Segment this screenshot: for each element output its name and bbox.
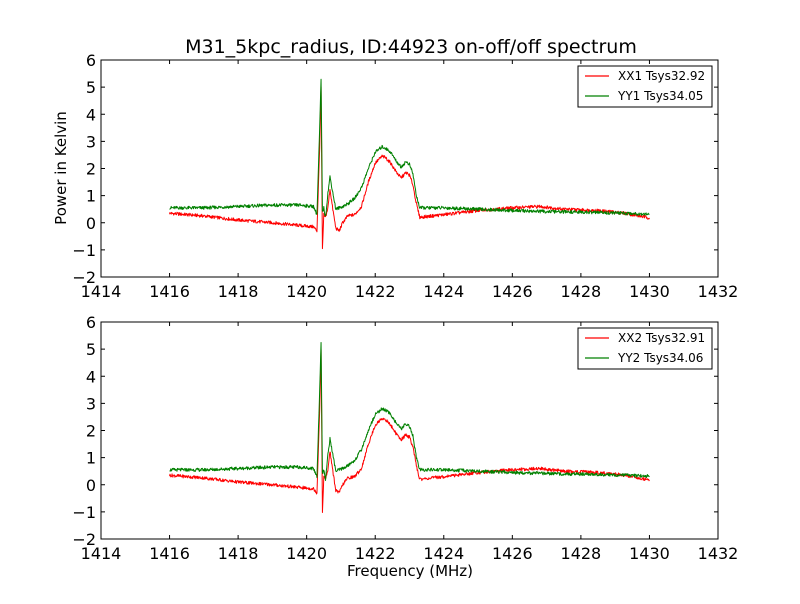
y-tick-label-top: 1 <box>86 187 96 206</box>
legend-label-yy2: YY2 Tsys34.06 <box>617 351 703 365</box>
x-tick-label-top: 1424 <box>423 282 464 301</box>
plot-area-bottom <box>169 342 650 514</box>
x-tick-label-top: 1416 <box>149 282 190 301</box>
x-tick-label-top: 1428 <box>561 282 602 301</box>
x-tick-label-bottom: 1422 <box>355 544 396 563</box>
x-tick-label-top: 1432 <box>698 282 739 301</box>
y-tick-label-top: 4 <box>86 105 96 124</box>
plot-area-top <box>169 78 650 250</box>
y-tick-label-bottom: −1 <box>72 503 96 522</box>
x-tick-label-top: 1420 <box>286 282 327 301</box>
x-tick-label-bottom: 1414 <box>81 544 122 563</box>
chart-title: M31_5kpc_radius, ID:44923 on-off/off spe… <box>185 36 637 58</box>
legend-label-yy1: YY1 Tsys34.05 <box>617 89 703 103</box>
tick-labels-top: 1414 1416 1418 1420 1422 1424 1426 1428 1430 1432… <box>72 51 738 301</box>
x-tick-label-bottom: 1432 <box>698 544 739 563</box>
series-line-xx2 <box>169 349 650 514</box>
top-panel: M31_5kpc_radius, ID:44923 on-off/off spe… <box>52 36 738 301</box>
y-tick-label-top: −2 <box>72 268 96 287</box>
x-tick-label-bottom: 1424 <box>423 544 464 563</box>
x-tick-label-top: 1430 <box>629 282 670 301</box>
y-tick-label-top: 0 <box>86 214 96 233</box>
x-tick-label-top: 1418 <box>218 282 259 301</box>
x-tick-label-bottom: 1430 <box>629 544 670 563</box>
y-tick-label-bottom: 6 <box>86 313 96 332</box>
y-tick-label-top: 6 <box>86 51 96 70</box>
legend-bottom: XX2 Tsys32.91 YY2 Tsys34.06 <box>577 327 713 370</box>
y-tick-label-bottom: −2 <box>72 530 96 549</box>
y-tick-label-top: 5 <box>86 78 96 97</box>
legend-box-top <box>577 65 713 108</box>
legend-box-bottom <box>577 327 713 370</box>
y-tick-label-bottom: 0 <box>86 476 96 495</box>
legend-label-xx1: XX1 Tsys32.92 <box>618 69 705 83</box>
tick-labels-bottom: 1414 1416 1418 1420 1422 1424 1426 1428 1430 1432… <box>72 313 738 563</box>
bottom-panel: 1414 1416 1418 1420 1422 1424 1426 1428 1430 1432… <box>72 313 738 580</box>
x-tick-label-top: 1426 <box>492 282 533 301</box>
y-tick-label-top: 3 <box>86 132 96 151</box>
legend-top: XX1 Tsys32.92 YY1 Tsys34.05 <box>577 65 713 108</box>
y-tick-label-bottom: 5 <box>86 340 96 359</box>
series-line-xx1 <box>169 86 650 250</box>
x-axis-label: Frequency (MHz) <box>347 562 473 580</box>
series-line-yy1 <box>169 78 650 217</box>
y-axis-label: Power in Kelvin <box>52 111 70 225</box>
legend-label-xx2: XX2 Tsys32.91 <box>618 331 705 345</box>
series-line-yy2 <box>169 342 650 481</box>
y-tick-label-top: −1 <box>72 241 96 260</box>
x-tick-label-top: 1414 <box>81 282 122 301</box>
y-tick-label-bottom: 4 <box>86 367 96 386</box>
x-tick-label-bottom: 1420 <box>286 544 327 563</box>
x-tick-label-top: 1422 <box>355 282 396 301</box>
y-tick-label-bottom: 3 <box>86 394 96 413</box>
x-tick-label-bottom: 1416 <box>149 544 190 563</box>
x-tick-label-bottom: 1418 <box>218 544 259 563</box>
y-tick-label-bottom: 2 <box>86 422 96 441</box>
y-tick-label-top: 2 <box>86 160 96 179</box>
y-tick-label-bottom: 1 <box>86 449 96 468</box>
x-tick-label-bottom: 1426 <box>492 544 533 563</box>
x-tick-label-bottom: 1428 <box>561 544 602 563</box>
